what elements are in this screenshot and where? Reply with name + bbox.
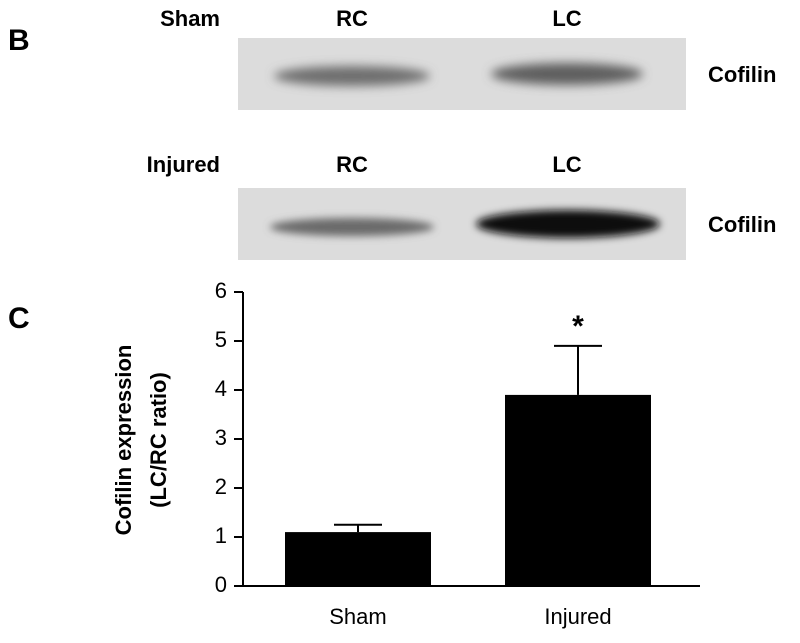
y-tick-label: 4 (215, 376, 227, 401)
lane-label: LC (552, 152, 581, 177)
x-tick-label: Sham (329, 604, 386, 629)
y-tick-label: 6 (215, 278, 227, 303)
bar (285, 532, 431, 586)
bar (505, 394, 651, 586)
lane-label: LC (552, 6, 581, 31)
y-tick-label: 3 (215, 425, 227, 450)
y-axis-title: (LC/RC ratio) (146, 372, 171, 508)
band (476, 210, 660, 238)
protein-label: Cofilin (708, 62, 776, 87)
lane-label: RC (336, 6, 368, 31)
y-tick-label: 0 (215, 572, 227, 597)
panel-label: B (8, 24, 30, 57)
lane-label: RC (336, 152, 368, 177)
y-tick-label: 5 (215, 327, 227, 352)
band (270, 218, 434, 236)
significance-marker: * (572, 310, 584, 343)
y-tick-label: 1 (215, 523, 227, 548)
protein-label: Cofilin (708, 212, 776, 237)
x-tick-label: Injured (544, 604, 611, 629)
y-axis-title: Cofilin expression (111, 345, 136, 536)
plot: 0 1 2 3 4 5 6 Sham Injured * (215, 278, 700, 629)
panel-label: C (8, 302, 30, 335)
band (491, 63, 643, 85)
group-label: Injured (147, 152, 220, 177)
group-label: Sham (160, 6, 220, 31)
band (274, 66, 430, 86)
y-tick-label: 2 (215, 474, 227, 499)
